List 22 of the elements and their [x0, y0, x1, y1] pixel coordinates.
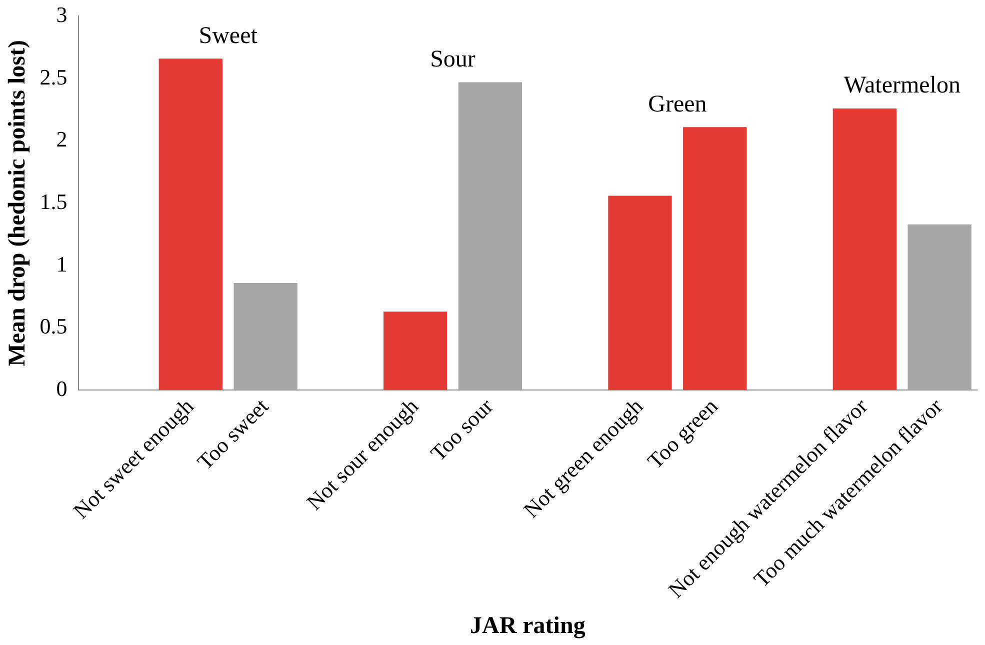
bar — [458, 82, 522, 390]
y-tick-label: 1.5 — [40, 188, 68, 214]
y-tick-label: 2.5 — [40, 64, 68, 90]
annotation: Green — [648, 91, 707, 118]
bar — [234, 282, 298, 390]
y-tick-label: 2 — [56, 126, 68, 152]
annotation: Sweet — [198, 22, 258, 49]
bar — [832, 108, 896, 390]
bar — [908, 224, 972, 390]
y-tick-label: 0 — [56, 376, 68, 401]
bar — [608, 196, 672, 390]
x-axis-title: JAR rating — [470, 612, 586, 639]
annotation: Sour — [430, 46, 476, 73]
annotation: Watermelon — [844, 72, 960, 99]
y-tick-label: 0.5 — [40, 314, 68, 339]
x-tick-label: Too sour — [425, 392, 498, 466]
y-tick-label: 3 — [56, 2, 68, 27]
bar — [158, 58, 222, 390]
y-tick-label: 1 — [56, 251, 68, 276]
bar — [683, 127, 747, 390]
bar — [383, 312, 448, 390]
y-axis-title: Mean drop (hedonic points lost) — [4, 40, 31, 366]
